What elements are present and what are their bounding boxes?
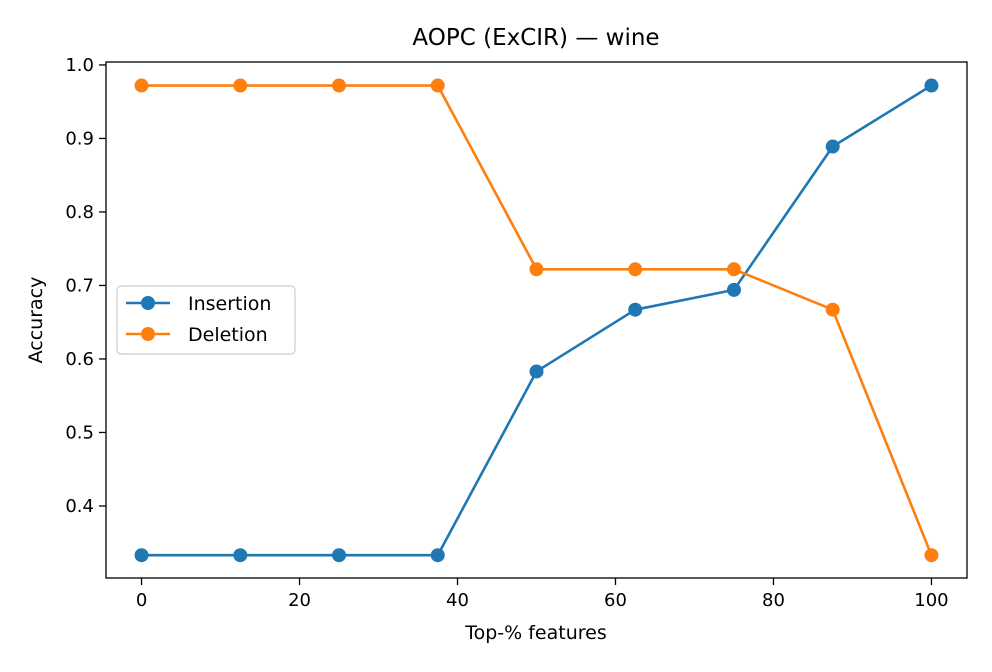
legend: Insertion Deletion: [116, 285, 296, 355]
y-tick-label: 0.6: [65, 349, 94, 370]
data-point-insertion: [134, 548, 149, 563]
data-point-deletion: [628, 262, 643, 277]
plot-frame: [105, 61, 968, 579]
y-tick-label: 0.9: [65, 128, 94, 149]
y-axis-ticks: 0.4 0.5 0.6 0.7 0.8 0.9 1.0: [65, 55, 106, 517]
x-axis-ticks: 0 20 40 60 80 100: [136, 578, 949, 611]
data-point-insertion: [233, 548, 248, 563]
legend-item-insertion: Insertion: [126, 293, 271, 315]
y-tick-label: 0.7: [65, 275, 94, 296]
data-point-deletion: [134, 78, 149, 93]
data-point-insertion: [726, 282, 741, 297]
data-point-insertion: [924, 78, 939, 93]
x-tick-label: 0: [136, 590, 147, 611]
series-deletion: [134, 78, 939, 563]
y-tick-label: 0.4: [65, 496, 94, 517]
legend-marker-deletion: [141, 327, 155, 341]
x-tick-label: 40: [446, 590, 469, 611]
chart-title: AOPC (ExCIR) — wine: [412, 25, 659, 51]
x-tick-label: 20: [288, 590, 311, 611]
data-point-insertion: [529, 364, 544, 379]
data-point-deletion: [924, 548, 939, 563]
data-point-deletion: [430, 78, 445, 93]
data-point-deletion: [233, 78, 248, 93]
y-tick-label: 0.5: [65, 422, 94, 443]
legend-label-insertion: Insertion: [188, 293, 271, 315]
x-axis-label: Top-% features: [464, 622, 607, 644]
data-point-deletion: [726, 262, 741, 277]
legend-label-deletion: Deletion: [188, 324, 268, 346]
data-point-deletion: [825, 302, 840, 317]
data-point-insertion: [332, 548, 347, 563]
data-point-insertion: [430, 548, 445, 563]
series-insertion: [134, 78, 939, 563]
data-point-deletion: [529, 262, 544, 277]
data-point-insertion: [825, 139, 840, 154]
x-tick-label: 60: [604, 590, 627, 611]
y-tick-label: 0.8: [65, 202, 94, 223]
series-layer: [134, 78, 939, 563]
x-tick-label: 80: [762, 590, 785, 611]
data-point-insertion: [628, 302, 643, 317]
y-tick-label: 1.0: [65, 55, 94, 76]
y-axis-label: Accuracy: [25, 277, 47, 364]
legend-marker-insertion: [141, 296, 155, 310]
legend-item-deletion: Deletion: [126, 324, 268, 346]
data-point-deletion: [332, 78, 347, 93]
x-tick-label: 100: [914, 590, 948, 611]
